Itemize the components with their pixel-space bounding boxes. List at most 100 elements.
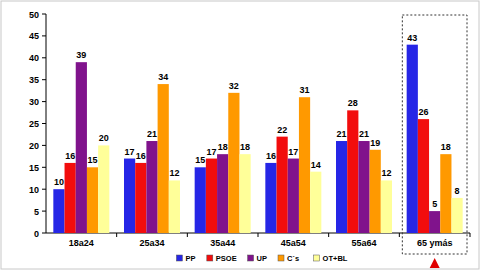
y-tick bbox=[42, 123, 46, 124]
y-tick-label: 10 bbox=[29, 185, 39, 195]
y-tick-label: 0 bbox=[34, 229, 39, 239]
bar bbox=[98, 145, 109, 233]
x-tick-label: 65 ymás bbox=[417, 238, 453, 248]
x-tick bbox=[328, 233, 329, 237]
bar bbox=[76, 62, 87, 233]
bar bbox=[265, 163, 276, 233]
y-tick-label: 40 bbox=[29, 53, 39, 63]
legend-label: PSOE bbox=[216, 254, 237, 263]
x-tick bbox=[187, 233, 188, 237]
highlight-arrow bbox=[430, 258, 440, 268]
legend: PP PSOE UP C`s OT+BL bbox=[176, 254, 347, 263]
x-tick-label: 18a24 bbox=[69, 238, 94, 248]
data-label: 5 bbox=[432, 199, 437, 209]
data-label: 22 bbox=[277, 125, 287, 135]
y-tick-label: 15 bbox=[29, 163, 39, 173]
bar bbox=[440, 154, 451, 233]
x-tick bbox=[258, 233, 259, 237]
legend-swatch bbox=[176, 255, 182, 261]
legend-label: C`s bbox=[287, 254, 299, 263]
y-tick bbox=[42, 189, 46, 190]
bars bbox=[53, 45, 462, 233]
data-label: 31 bbox=[300, 85, 310, 95]
x-tick-label: 25a34 bbox=[139, 238, 164, 248]
data-label: 28 bbox=[348, 98, 358, 108]
y-tick-label: 35 bbox=[29, 75, 39, 85]
bar bbox=[370, 150, 381, 233]
legend-label: PP bbox=[185, 254, 195, 263]
data-label: 20 bbox=[99, 133, 109, 143]
y-tick bbox=[42, 79, 46, 80]
data-label: 14 bbox=[311, 160, 321, 170]
x-tick bbox=[116, 233, 117, 237]
data-label: 26 bbox=[418, 107, 428, 117]
bar bbox=[347, 110, 358, 233]
bar bbox=[135, 163, 146, 233]
data-label: 12 bbox=[169, 168, 179, 178]
data-label: 10 bbox=[54, 177, 64, 187]
bar bbox=[195, 167, 206, 233]
y-tick-label: 30 bbox=[29, 97, 39, 107]
data-label: 18 bbox=[441, 142, 451, 152]
data-label: 15 bbox=[88, 155, 98, 165]
data-label: 19 bbox=[370, 138, 380, 148]
bar bbox=[158, 84, 169, 233]
x-tick-label: 55a64 bbox=[351, 238, 376, 248]
data-label: 17 bbox=[125, 147, 135, 157]
data-label: 34 bbox=[158, 72, 168, 82]
data-label: 18 bbox=[240, 142, 250, 152]
y-tick bbox=[42, 233, 46, 234]
data-label: 12 bbox=[381, 168, 391, 178]
bar bbox=[451, 198, 462, 233]
bar bbox=[358, 141, 369, 233]
data-label: 16 bbox=[136, 151, 146, 161]
y-tick-label: 50 bbox=[29, 10, 39, 20]
y-tick bbox=[42, 35, 46, 36]
highlight-box bbox=[402, 15, 467, 254]
y-tick bbox=[42, 211, 46, 212]
legend-label: OT+BL bbox=[323, 254, 348, 263]
legend-swatch bbox=[248, 255, 254, 261]
legend-swatch bbox=[278, 255, 284, 261]
y-tick-label: 45 bbox=[29, 31, 39, 41]
y-tick bbox=[42, 57, 46, 58]
y-tick bbox=[42, 14, 46, 15]
data-label: 17 bbox=[288, 147, 298, 157]
bar bbox=[381, 180, 392, 233]
data-label: 43 bbox=[407, 33, 417, 43]
bar bbox=[239, 154, 250, 233]
bar bbox=[206, 159, 217, 233]
bar bbox=[228, 93, 239, 233]
data-label: 16 bbox=[266, 151, 276, 161]
data-label: 8 bbox=[455, 186, 460, 196]
data-label: 21 bbox=[337, 129, 347, 139]
bar bbox=[288, 159, 299, 233]
data-label: 15 bbox=[195, 155, 205, 165]
bar bbox=[336, 141, 347, 233]
x-tick-label: 35a44 bbox=[210, 238, 235, 248]
bar bbox=[65, 163, 76, 233]
data-label: 21 bbox=[359, 129, 369, 139]
data-label: 32 bbox=[229, 81, 239, 91]
bar bbox=[277, 137, 288, 233]
y-tick bbox=[42, 145, 46, 146]
bar bbox=[217, 154, 228, 233]
bar bbox=[124, 159, 135, 233]
bar bbox=[87, 167, 98, 233]
y-tick bbox=[42, 167, 46, 168]
y-tick-label: 25 bbox=[29, 119, 39, 129]
data-label: 16 bbox=[65, 151, 75, 161]
data-labels: 1016391520171621341215171832181622173114… bbox=[54, 33, 460, 209]
bar bbox=[169, 180, 180, 233]
legend-label: UP bbox=[257, 254, 267, 263]
y-tick-label: 5 bbox=[34, 207, 39, 217]
x-tick bbox=[470, 233, 471, 237]
data-label: 18 bbox=[218, 142, 228, 152]
y-tick bbox=[42, 101, 46, 102]
data-label: 39 bbox=[76, 50, 86, 60]
data-label: 17 bbox=[206, 147, 216, 157]
bar bbox=[418, 119, 429, 233]
x-tick-label: 45a54 bbox=[281, 238, 306, 248]
x-tick bbox=[399, 233, 400, 237]
frame bbox=[1, 1, 479, 269]
